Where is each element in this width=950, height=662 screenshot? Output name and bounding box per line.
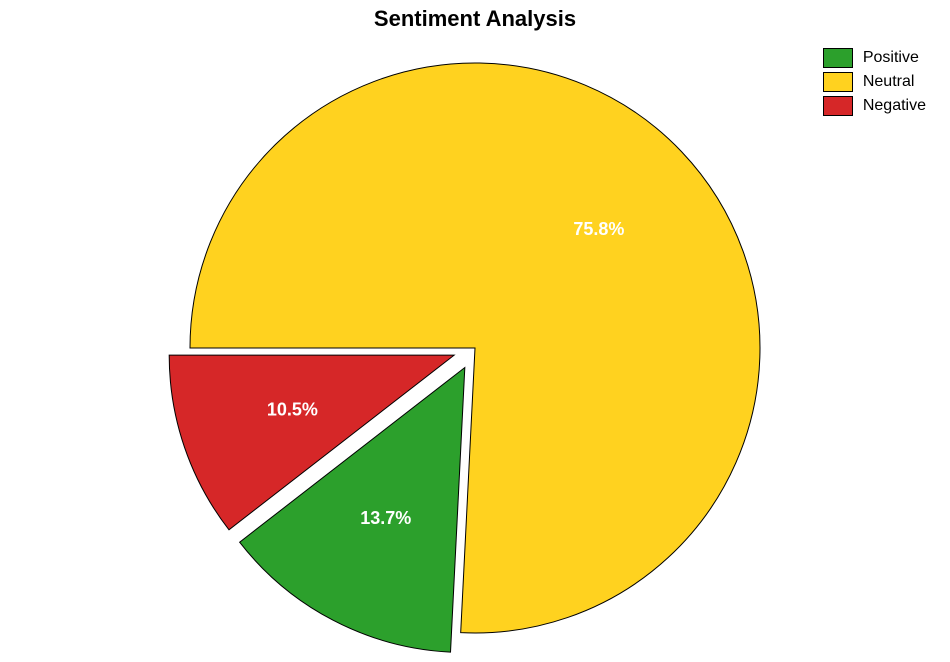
legend-swatch-negative: [823, 96, 853, 116]
pie-chart-svg: 75.8% 13.7% 10.5%: [0, 0, 950, 662]
legend-item-positive: Positive: [823, 48, 926, 68]
pie-slice-label-negative: 10.5%: [267, 399, 318, 419]
pie-chart-container: Sentiment Analysis 75.8%13.7%10.5% Posit…: [0, 0, 950, 662]
legend-swatch-neutral: [823, 72, 853, 92]
legend-item-neutral: Neutral: [823, 72, 926, 92]
legend-label-negative: Negative: [863, 97, 926, 115]
legend-item-negative: Negative: [823, 96, 926, 116]
legend-swatch-positive: [823, 48, 853, 68]
legend: Positive Neutral Negative: [823, 48, 926, 120]
pie-slice-label-neutral: 75.8%: [573, 219, 624, 239]
legend-label-positive: Positive: [863, 49, 919, 67]
legend-label-neutral: Neutral: [863, 73, 915, 91]
pie-slice-label-positive: 13.7%: [360, 508, 411, 528]
